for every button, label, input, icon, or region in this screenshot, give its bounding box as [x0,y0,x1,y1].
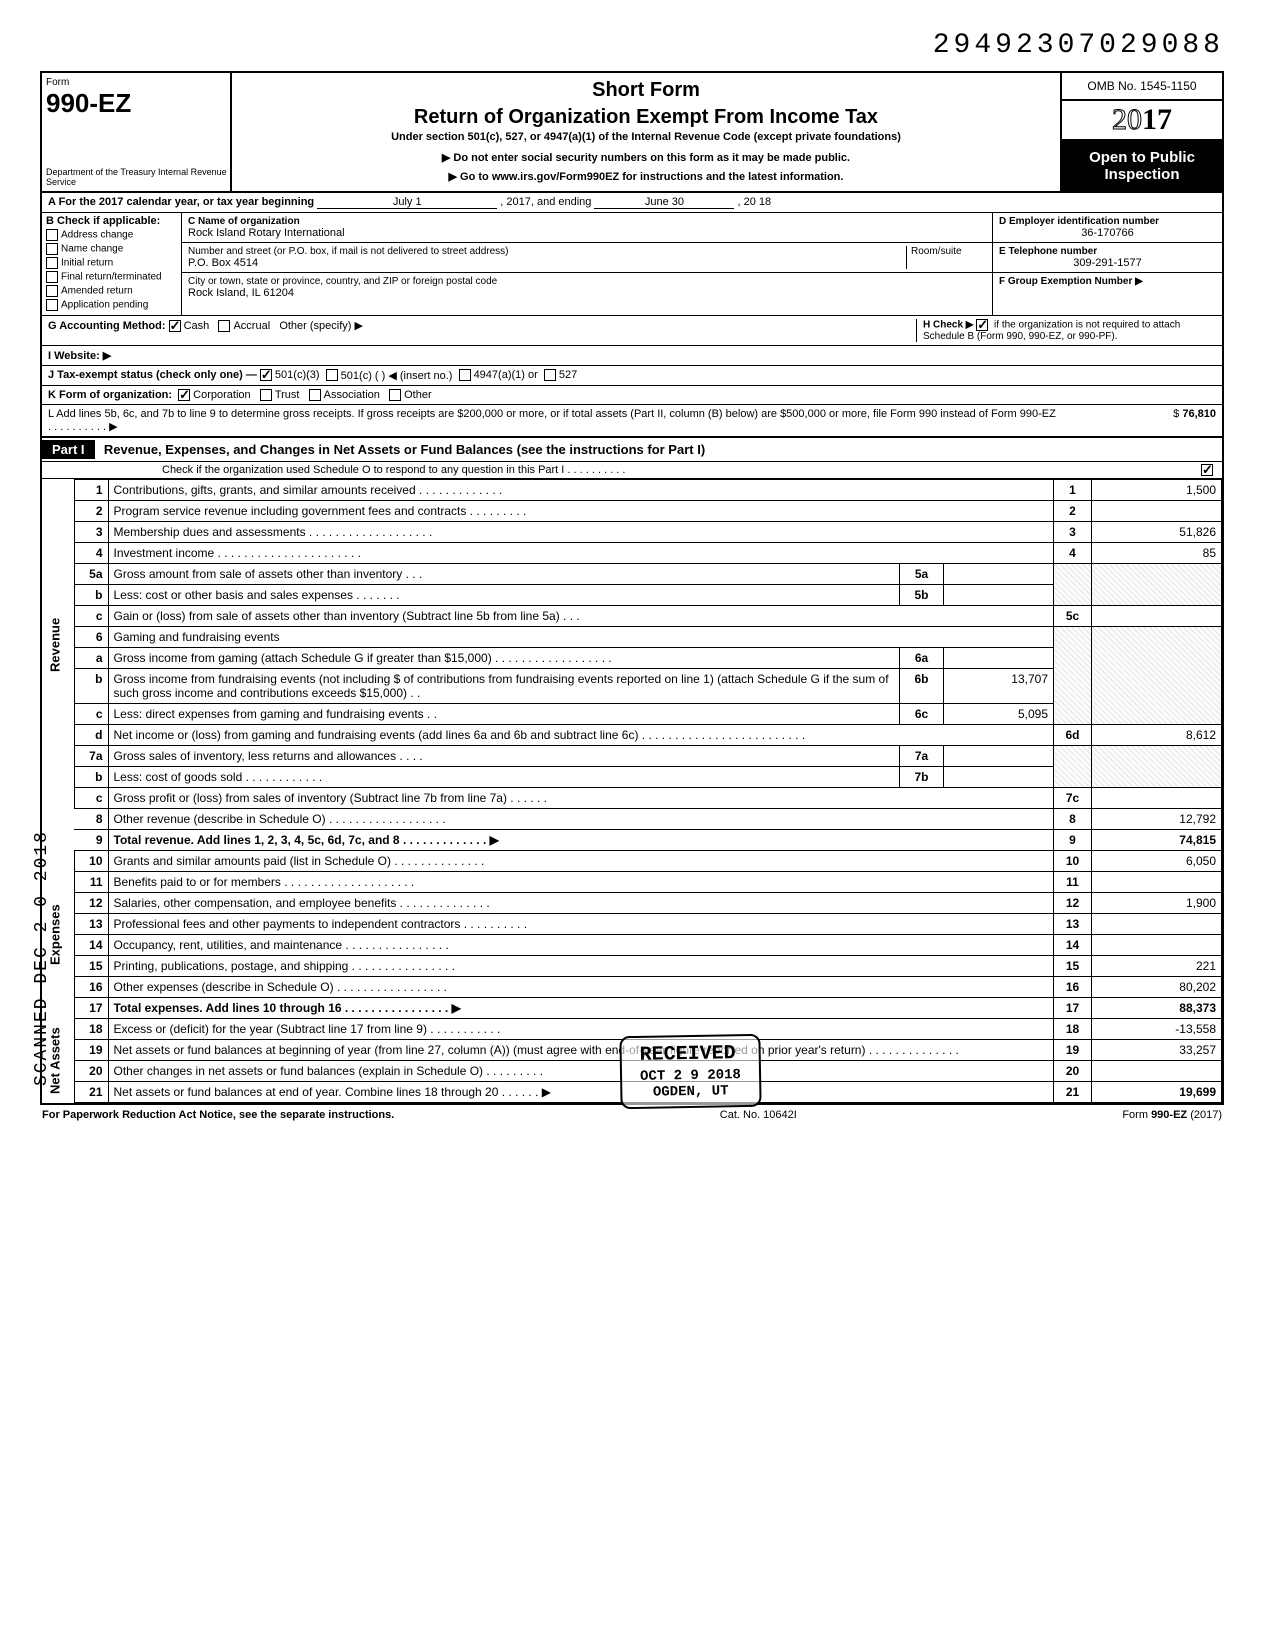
dln: 29492307029088 [40,30,1224,61]
under-section: Under section 501(c), 527, or 4947(a)(1)… [240,131,1052,143]
chk-name-change[interactable] [46,243,58,255]
telephone: 309-291-1577 [999,257,1216,269]
chk-app-pending[interactable] [46,299,58,311]
dept-treasury: Department of the Treasury Internal Reve… [46,167,230,187]
chk-501c[interactable] [326,369,338,381]
chk-4947[interactable] [459,369,471,381]
open-public: Open to Public Inspection [1062,141,1222,191]
part-i-table: Revenue 1Contributions, gifts, grants, a… [42,479,1222,1103]
part-i-title: Revenue, Expenses, and Changes in Net As… [98,442,705,457]
org-address: P.O. Box 4514 [188,257,906,269]
footer-cat-no: Cat. No. 10642I [720,1109,797,1121]
chk-other-org[interactable] [389,389,401,401]
chk-cash[interactable] [169,320,181,332]
omb-number: OMB No. 1545-1150 [1062,73,1222,101]
received-stamp: RECEIVED OCT 2 9 2018 OGDEN, UT [619,1034,761,1109]
part-i-tag: Part I [42,440,95,459]
chk-527[interactable] [544,369,556,381]
chk-sched-o-part1[interactable] [1201,464,1213,476]
chk-final-return[interactable] [46,271,58,283]
row-a-tax-year: A For the 2017 calendar year, or tax yea… [42,193,1222,213]
form-number: 990-EZ [46,88,226,119]
line-21-net-assets-eoy: 19,699 [1092,1082,1222,1103]
chk-h-sched-b[interactable] [976,319,988,331]
footer-form-ref: Form 990-EZ (2017) [1122,1109,1222,1121]
chk-initial-return[interactable] [46,257,58,269]
chk-501c3[interactable] [260,369,272,381]
line-6b-amount: 13,707 [944,669,1054,704]
short-form-title: Short Form [240,79,1052,102]
line-1-amount: 1,500 [1092,480,1222,501]
goto-link: ▶ Go to www.irs.gov/Form990EZ for instru… [240,170,1052,183]
chk-address-change[interactable] [46,229,58,241]
org-city: Rock Island, IL 61204 [188,287,986,299]
chk-assoc[interactable] [309,389,321,401]
chk-trust[interactable] [260,389,272,401]
chk-amended[interactable] [46,285,58,297]
side-net-assets: Net Assets [42,1019,74,1103]
side-expenses: Expenses [42,851,74,1019]
section-b-checkboxes: B Check if applicable: Address change Na… [42,213,182,315]
form-header: Form 990-EZ Department of the Treasury I… [42,73,1222,193]
side-revenue: Revenue [42,480,74,809]
chk-accrual[interactable] [218,320,230,332]
tax-year: 20201717 [1062,101,1222,141]
org-name: Rock Island Rotary International [188,227,986,239]
footer-paperwork: For Paperwork Reduction Act Notice, see … [42,1109,394,1121]
line-17-total-expenses: 88,373 [1092,998,1222,1019]
gross-receipts: 76,810 [1182,408,1216,420]
chk-corp[interactable] [178,389,190,401]
ein: 36-170766 [999,227,1216,239]
line-3-amount: 51,826 [1092,522,1222,543]
line-9-total-revenue: 74,815 [1092,830,1222,851]
return-title: Return of Organization Exempt From Incom… [240,106,1052,129]
ssn-warning: ▶ Do not enter social security numbers o… [240,151,1052,164]
form-label: Form [46,77,226,88]
